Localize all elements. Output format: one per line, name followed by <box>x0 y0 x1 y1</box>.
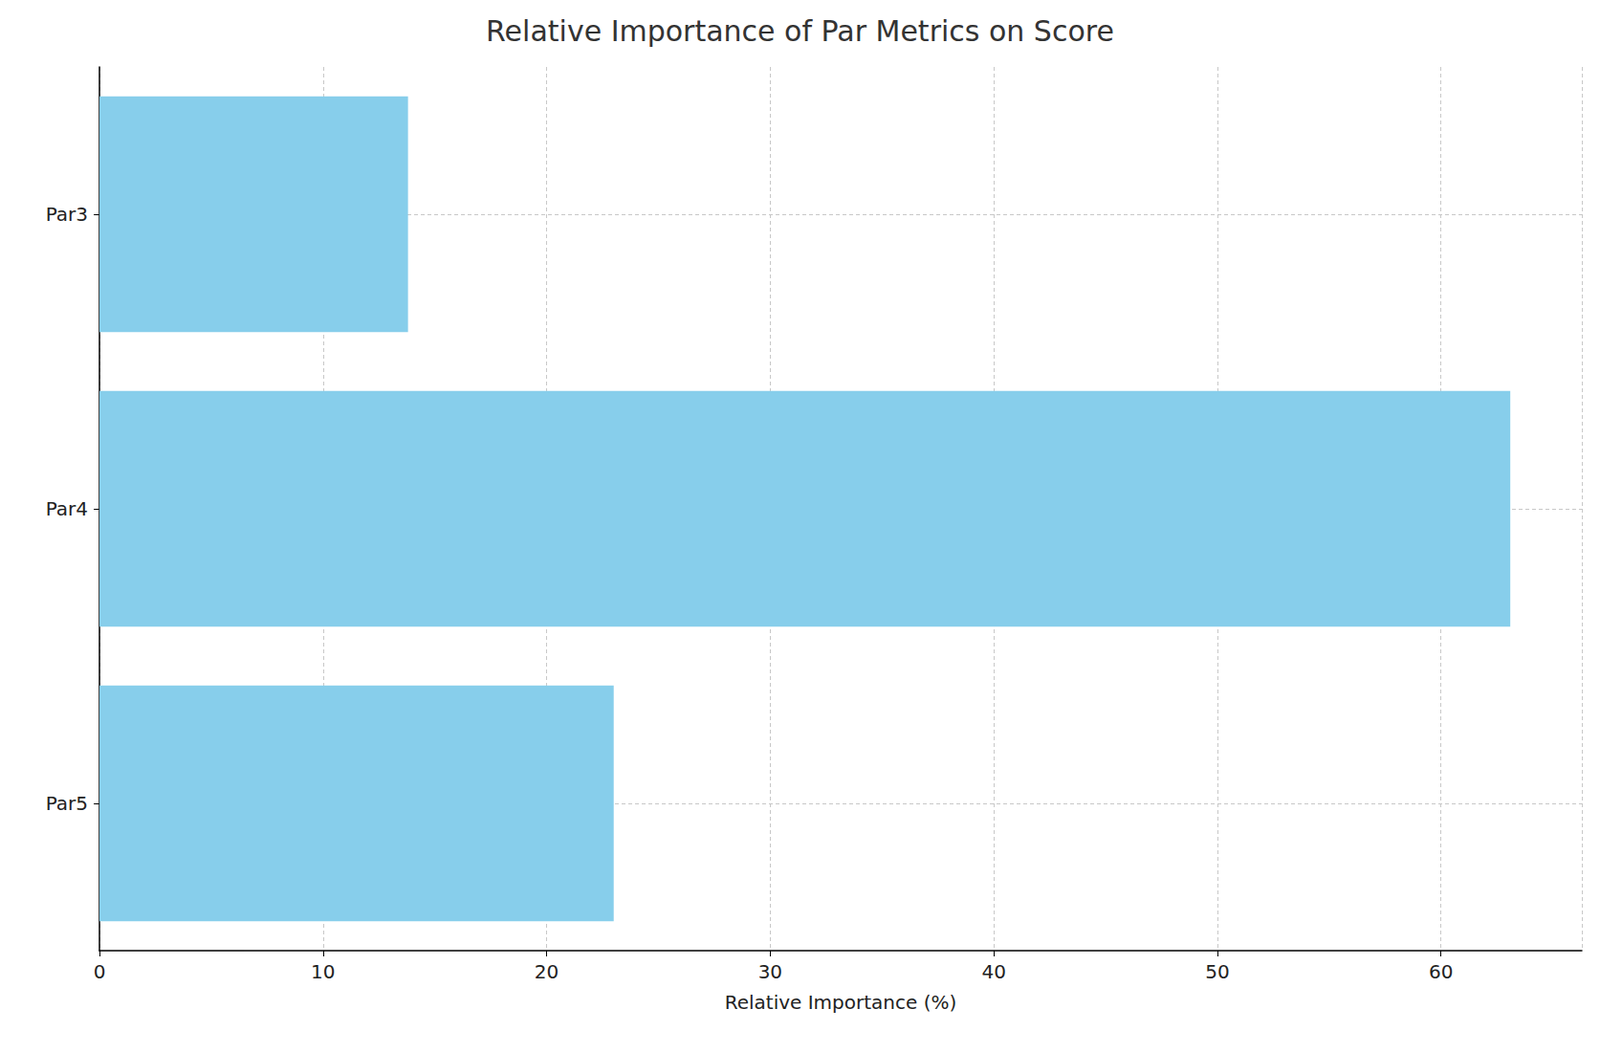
svg-text:10: 10 <box>310 960 335 984</box>
svg-text:Par4: Par4 <box>45 497 88 521</box>
svg-text:30: 30 <box>758 960 783 984</box>
svg-text:Par3: Par3 <box>45 202 88 226</box>
svg-text:Relative Importance (%): Relative Importance (%) <box>724 990 958 1014</box>
svg-text:60: 60 <box>1428 960 1453 984</box>
svg-text:0: 0 <box>93 960 107 984</box>
svg-text:Par5: Par5 <box>45 791 88 815</box>
svg-text:Relative Importance of Par Met: Relative Importance of Par Metrics on Sc… <box>485 14 1115 48</box>
svg-text:20: 20 <box>534 960 559 984</box>
svg-text:40: 40 <box>981 960 1006 984</box>
svg-text:50: 50 <box>1205 960 1229 984</box>
